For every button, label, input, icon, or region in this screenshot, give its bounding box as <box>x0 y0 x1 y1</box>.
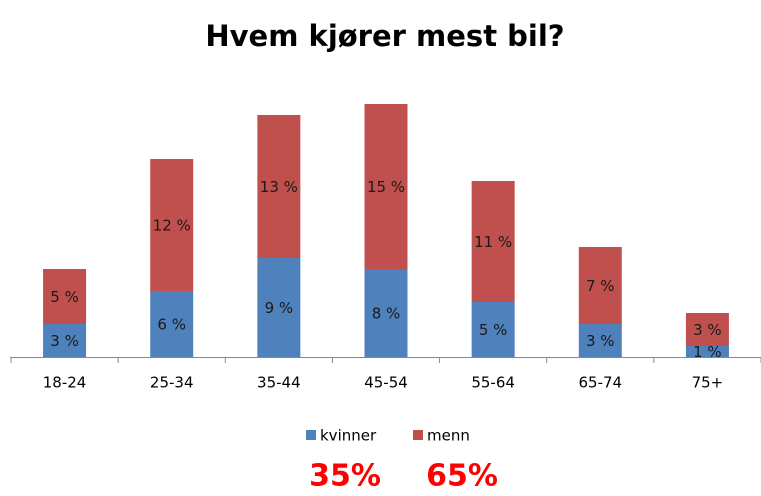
chart-title: Hvem kjører mest bil? <box>205 19 564 53</box>
bar-segment <box>685 313 729 346</box>
value-label: 7 % <box>586 277 615 295</box>
value-label: 15 % <box>367 178 405 196</box>
bar-segment <box>257 258 301 357</box>
value-label: 3 % <box>50 332 79 350</box>
bar-segment <box>578 324 622 357</box>
x-tick-label: 65-74 <box>578 374 622 392</box>
bar-segment <box>364 269 408 357</box>
bar-segment <box>471 181 515 302</box>
value-label: 5 % <box>50 288 79 306</box>
bar-segment <box>43 324 87 357</box>
bar-segment <box>257 115 301 258</box>
x-tick-label: 55-64 <box>471 374 515 392</box>
bar-segment <box>685 346 729 357</box>
bar-segment <box>150 291 194 357</box>
value-label: 1 % <box>693 343 722 361</box>
annotation: 65% <box>426 459 498 494</box>
bar-segment <box>364 104 408 269</box>
value-label: 5 % <box>479 321 508 339</box>
annotation: 35% <box>309 459 381 494</box>
bar-segment <box>150 159 194 291</box>
bar-segment <box>43 269 87 324</box>
value-label: 11 % <box>474 233 512 251</box>
bar-segment <box>471 302 515 357</box>
x-tick-label: 45-54 <box>364 374 408 392</box>
legend-label: menn <box>427 427 470 445</box>
value-label: 13 % <box>260 178 298 196</box>
value-label: 6 % <box>157 316 186 334</box>
value-label: 9 % <box>265 299 294 317</box>
value-label: 3 % <box>586 332 615 350</box>
bar-segment <box>578 247 622 324</box>
value-label: 8 % <box>372 305 401 323</box>
x-tick-label: 35-44 <box>257 374 301 392</box>
legend-swatch <box>413 430 423 440</box>
x-tick-label: 75+ <box>692 374 724 392</box>
value-label: 3 % <box>693 321 722 339</box>
legend-swatch <box>306 430 316 440</box>
x-tick-label: 18-24 <box>43 374 87 392</box>
legend-label: kvinner <box>320 427 377 445</box>
value-label: 12 % <box>153 217 191 235</box>
x-tick-label: 25-34 <box>150 374 194 392</box>
